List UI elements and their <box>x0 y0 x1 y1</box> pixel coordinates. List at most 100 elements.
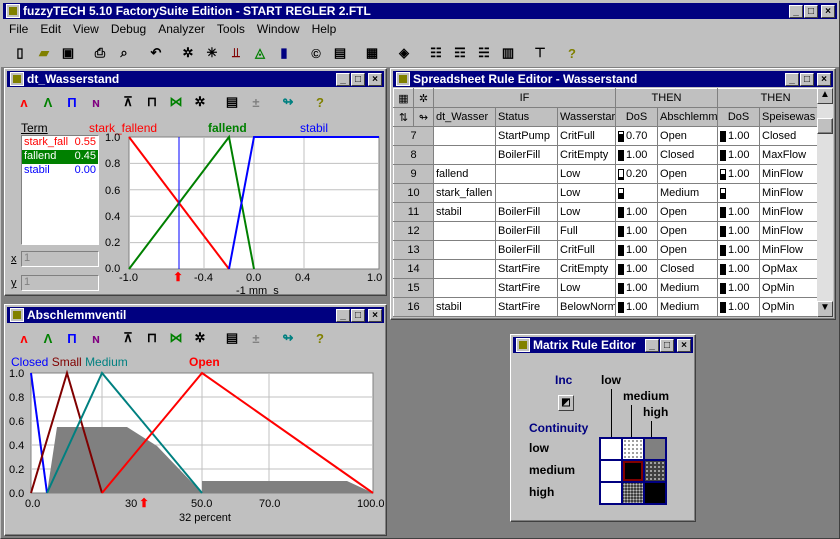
abs-minimize-button[interactable]: _ <box>336 309 350 322</box>
matrix-minimize-button[interactable]: _ <box>645 339 659 352</box>
rule-dt-wasser[interactable] <box>433 221 496 241</box>
rule-row-number[interactable]: 16 <box>393 297 434 317</box>
rule-status[interactable]: BoilerFill <box>495 221 558 241</box>
rule-status[interactable] <box>495 183 558 203</box>
compile-c-icon[interactable]: © <box>311 45 321 61</box>
rule-dos-2[interactable]: 1.00 <box>717 278 761 298</box>
menu-analyzer[interactable]: Analyzer <box>158 22 205 36</box>
undo-icon[interactable]: ↶ <box>150 45 162 60</box>
rule-status[interactable]: BoilerFill <box>495 240 558 260</box>
rule-wasserstand[interactable]: CritEmpty <box>556 259 617 279</box>
rule-row[interactable]: 9 fallend Low 0.20 Open 1.00 MinFlow <box>393 164 817 184</box>
col-dos-2[interactable]: DoS <box>717 107 761 127</box>
analyzer-plot-icon[interactable]: ⫫ <box>232 45 240 60</box>
rule-row[interactable]: 8 BoilerFill CritEmpty 1.00 Closed 1.00 MaxFlo… <box>393 145 817 165</box>
rule-dos-1[interactable] <box>615 183 659 203</box>
rule-speisewas[interactable]: MinFlow <box>759 221 817 241</box>
rule-row-number[interactable]: 9 <box>393 164 434 184</box>
matrix-cell-medium-medium[interactable] <box>623 461 643 481</box>
rule-speisewas[interactable]: MinFlow <box>759 164 817 184</box>
abs-term-s-icon[interactable]: ɴ <box>92 330 100 346</box>
rule-dos-1[interactable]: 1.00 <box>615 202 659 222</box>
abs-output-arrow-icon[interactable]: ⬆ <box>139 496 149 510</box>
ss-minimize-button[interactable]: _ <box>785 73 799 86</box>
term-new-icon[interactable]: ⊼ <box>123 94 133 109</box>
rule-abschlemm[interactable]: Open <box>657 240 719 260</box>
rule-status[interactable]: StartFire <box>495 297 558 317</box>
rule-dt-wasser[interactable] <box>433 259 496 279</box>
rule-row-number[interactable]: 14 <box>393 259 434 279</box>
matrix-cell-low-high[interactable] <box>645 439 665 459</box>
matrix-cell-low-low[interactable] <box>601 439 621 459</box>
rule-status[interactable] <box>495 164 558 184</box>
term-plusminus-icon[interactable]: ± <box>252 94 260 110</box>
rule-dt-wasser[interactable] <box>433 145 496 165</box>
rule-abschlemm[interactable]: Closed <box>657 259 719 279</box>
ss-maximize-button[interactable]: □ <box>800 73 814 86</box>
analyzer-bar-icon[interactable]: ▮ <box>280 45 288 60</box>
project-icon[interactable]: ◈ <box>399 45 409 60</box>
variables-icon[interactable]: ☷ <box>430 45 442 60</box>
matrix-maximize-button[interactable]: □ <box>660 339 674 352</box>
rule-speisewas[interactable]: MinFlow <box>759 202 817 222</box>
new-file-icon[interactable]: ▯ <box>16 45 24 60</box>
rule-abschlemm[interactable]: Open <box>657 202 719 222</box>
rule-status[interactable]: BoilerFill <box>495 145 558 165</box>
rule-dos-1[interactable]: 1.00 <box>615 145 659 165</box>
abs-maximize-button[interactable]: □ <box>351 309 365 322</box>
rule-wasserstand[interactable]: Low <box>556 278 617 298</box>
rule-row[interactable]: 13 BoilerFill CritFull 1.00 Open 1.00 MinFlow <box>393 240 817 260</box>
analyzer-surface-icon[interactable]: ◬ <box>255 45 265 60</box>
rule-speisewas[interactable]: Closed <box>759 126 817 146</box>
dt-close-button[interactable]: × <box>368 73 382 86</box>
term-item-stark-fall[interactable]: stark_fall 0.55 <box>24 136 96 148</box>
rule-row[interactable]: 7 StartPump CritFull 0.70 Open 1.00 Closed <box>393 126 817 146</box>
rule-block-icon[interactable]: ☶ <box>454 45 466 60</box>
rule-dos-2[interactable]: 1.00 <box>717 297 761 317</box>
rule-row[interactable]: 16 stabil StartFire BelowNorm 1.00 Medium 1.00… <box>393 297 817 317</box>
ss-corner-icon-1[interactable]: ▦ <box>393 88 414 108</box>
open-folder-icon[interactable]: ▰ <box>39 45 49 60</box>
rule-status[interactable]: BoilerFill <box>495 202 558 222</box>
menu-edit[interactable]: Edit <box>40 22 62 36</box>
rule-dt-wasser[interactable]: stark_fallen <box>433 183 496 203</box>
dt-input-cursor-arrow-icon[interactable]: ⬆ <box>173 270 183 284</box>
matrix-toggle-icon[interactable]: ◩ <box>558 395 574 411</box>
ss-arrow-icon[interactable]: ↬ <box>413 107 434 127</box>
abs-term-ct-icon[interactable]: ⋈ <box>169 330 183 345</box>
matrix-close-button[interactable]: × <box>677 339 691 352</box>
rule-dos-2[interactable]: 1.00 <box>717 126 761 146</box>
help-icon[interactable]: ? <box>568 45 576 61</box>
rule-dt-wasser[interactable]: stabil <box>433 202 496 222</box>
rule-dos-1[interactable]: 1.00 <box>615 297 659 317</box>
abs-help-icon[interactable]: ? <box>316 330 324 346</box>
term-arrow-icon[interactable]: ↬ <box>282 94 294 109</box>
rule-speisewas[interactable]: MinFlow <box>759 183 817 203</box>
menu-window[interactable]: Window <box>256 22 300 36</box>
rule-abschlemm[interactable]: Open <box>657 126 719 146</box>
rule-dt-wasser[interactable] <box>433 278 496 298</box>
abs-term-new-icon[interactable]: ⊼ <box>123 330 133 345</box>
rule-row-number[interactable]: 13 <box>393 240 434 260</box>
rule-row-number[interactable]: 11 <box>393 202 434 222</box>
rule-wasserstand[interactable]: CritFull <box>556 240 617 260</box>
rule-row[interactable]: 11 stabil BoilerFill Low 1.00 Open 1.00 MinFlow <box>393 202 817 222</box>
term-shape-pi-icon[interactable]: Π <box>67 94 77 110</box>
rule-wasserstand[interactable]: CritEmpty <box>556 145 617 165</box>
rule-dos-2[interactable]: 1.00 <box>717 202 761 222</box>
rule-speisewas[interactable]: OpMin <box>759 297 817 317</box>
rule-status[interactable]: StartPump <box>495 126 558 146</box>
abs-term-lambda-icon[interactable]: Λ <box>43 330 53 346</box>
debug-bug-icon[interactable]: ✲ <box>182 45 194 60</box>
dt-membership-chart[interactable]: ⬆ 1.0 0.8 0.6 0.4 0.2 0.0 -1.0 -0.4 0.0 … <box>101 133 385 295</box>
menu-view[interactable]: View <box>73 22 99 36</box>
abs-term-edit-icon[interactable]: ⊓ <box>146 330 158 345</box>
matrix-cell-medium-high[interactable] <box>645 461 665 481</box>
rule-speisewas[interactable]: MinFlow <box>759 240 817 260</box>
col-dos-1[interactable]: DoS <box>615 107 659 127</box>
dt-help-icon[interactable]: ? <box>316 94 324 110</box>
y-value-field[interactable]: 1 <box>21 275 99 291</box>
rule-abschlemm[interactable]: Medium <box>657 183 719 203</box>
print-preview-icon[interactable]: ⌕ <box>120 45 128 60</box>
rule-dos-1[interactable]: 1.00 <box>615 221 659 241</box>
